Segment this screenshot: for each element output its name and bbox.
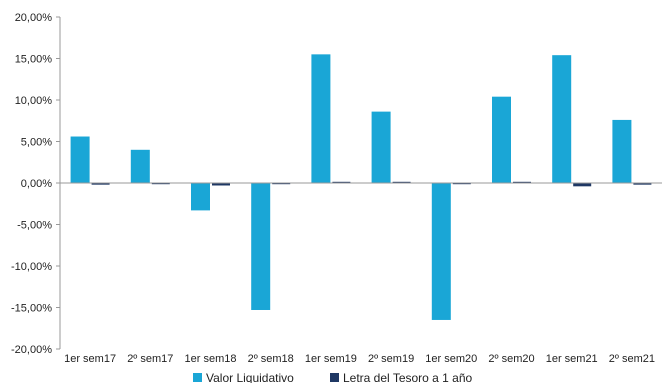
x-axis-labels: 1er sem17 2º sem17 1er sem18 2º sem18 1er se…	[64, 353, 655, 365]
y-tick-label: 20,00%	[15, 12, 53, 24]
bar-letra-del-tesoro-10	[633, 183, 652, 185]
bar-valor-liquidativo-4	[251, 183, 271, 310]
x-tick-label: 2º sem18	[248, 353, 294, 365]
bar-valor-liquidativo-3	[191, 183, 210, 211]
y-tick-label: -15,00%	[11, 303, 52, 315]
bar-valor-liquidativo-8	[492, 96, 511, 183]
y-tick-label: 10,00%	[15, 95, 53, 107]
x-tick-label: 1er sem18	[185, 353, 237, 365]
bar-letra-del-tesoro-5	[332, 181, 351, 183]
y-tick-label: -10,00%	[11, 261, 52, 273]
bar-valor-liquidativo-6	[371, 111, 391, 183]
y-tick-label: 0,00%	[21, 178, 52, 190]
legend-swatch-letra-del-tesoro	[330, 373, 339, 382]
bars	[70, 54, 652, 320]
bar-letra-del-tesoro-6	[392, 181, 411, 183]
bar-letra-del-tesoro-3	[212, 183, 230, 186]
x-tick-label: 2º sem20	[488, 353, 534, 365]
x-tick-label: 1er sem21	[546, 353, 598, 365]
x-tick-label: 1er sem19	[305, 353, 357, 365]
bar-letra-del-tesoro-7	[452, 183, 471, 185]
bar-letra-del-tesoro-4	[272, 183, 291, 185]
legend-label-valor-liquidativo: Valor Liquidativo	[206, 371, 294, 383]
legend-label-letra-del-tesoro: Letra del Tesoro a 1 año	[343, 371, 473, 383]
bar-valor-liquidativo-9	[552, 55, 572, 183]
x-tick-label: 1er sem20	[425, 353, 477, 365]
x-tick-label: 2º sem17	[127, 353, 173, 365]
y-tick-label: 15,00%	[15, 54, 53, 66]
x-tick-label: 2º sem21	[609, 353, 655, 365]
bar-valor-liquidativo-7	[431, 183, 451, 320]
bar-letra-del-tesoro-9	[573, 183, 592, 187]
bar-letra-del-tesoro-1	[91, 183, 110, 185]
legend: Valor Liquidativo Letra del Tesoro a 1 a…	[193, 371, 473, 383]
bar-letra-del-tesoro-8	[513, 181, 531, 183]
y-tick-label: 5,00%	[21, 137, 52, 149]
y-axis-ticks: 20,00% 15,00% 10,00% 5,00% 0,00% -5,00% -10,00…	[11, 12, 60, 356]
bar-valor-liquidativo-5	[311, 54, 331, 183]
bar-letra-del-tesoro-2	[151, 183, 170, 185]
bar-valor-liquidativo-2	[130, 149, 150, 183]
y-tick-label: -20,00%	[11, 344, 52, 356]
legend-swatch-valor-liquidativo	[193, 373, 202, 382]
y-tick-label: -5,00%	[17, 220, 52, 232]
bar-valor-liquidativo-1	[70, 136, 90, 183]
x-tick-label: 2º sem19	[368, 353, 414, 365]
bar-valor-liquidativo-10	[612, 119, 632, 183]
x-tick-label: 1er sem17	[64, 353, 116, 365]
